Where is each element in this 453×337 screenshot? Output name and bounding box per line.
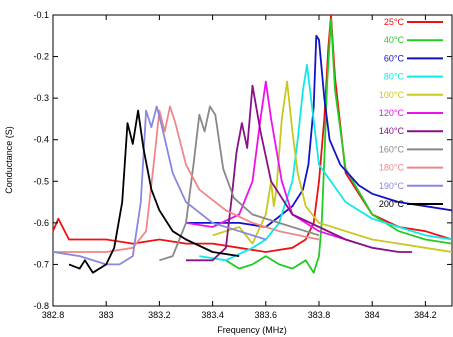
tick-layer: 382.8 383 383.2 383.4 383.6 383.8 384 384.2 -0.8… xyxy=(33,10,452,320)
x-tick-label: 384.2 xyxy=(414,310,437,320)
legend-label: 200°C xyxy=(379,199,405,209)
y-axis-title: Conductance (S) xyxy=(4,126,14,194)
series-line-9 xyxy=(52,105,267,266)
y-tick-label: -0.8 xyxy=(33,301,49,311)
series-line-10 xyxy=(68,109,240,274)
x-tick-label: 383 xyxy=(99,310,114,320)
x-tick-label: 384 xyxy=(365,310,380,320)
series-line-4 xyxy=(212,80,453,253)
y-tick-label: -0.1 xyxy=(33,10,49,20)
legend-label: 60°C xyxy=(384,53,405,63)
legend-label: 100°C xyxy=(379,90,405,100)
legend-label: 180°C xyxy=(379,163,405,173)
legend-label: 25°C xyxy=(384,17,405,27)
legend-label: 80°C xyxy=(384,72,405,82)
y-tick-label: -0.5 xyxy=(33,176,49,186)
legend-label: 160°C xyxy=(379,144,405,154)
series-line-8 xyxy=(53,105,320,253)
x-tick-label: 382.8 xyxy=(42,310,65,320)
y-tick-label: -0.6 xyxy=(33,218,49,228)
series-line-7 xyxy=(159,105,320,262)
series-line-1 xyxy=(225,18,453,274)
legend-label: 120°C xyxy=(379,108,405,118)
x-tick-label: 383.2 xyxy=(148,310,171,320)
plot-frame xyxy=(52,14,453,307)
x-axis-title: Frequency (MHz) xyxy=(217,325,287,335)
series-line-5 xyxy=(185,80,373,249)
legend-label: 190°C xyxy=(379,181,405,191)
x-tick-label: 383.8 xyxy=(308,310,331,320)
series-line-6 xyxy=(186,84,413,262)
y-tick-label: -0.3 xyxy=(33,93,49,103)
series-line-3 xyxy=(199,64,453,262)
x-tick-label: 383.6 xyxy=(255,310,278,320)
y-tick-label: -0.4 xyxy=(33,135,49,145)
series-line-0 xyxy=(52,14,453,253)
y-tick-label: -0.7 xyxy=(33,259,49,269)
legend-label: 140°C xyxy=(379,126,405,136)
x-tick-label: 383.4 xyxy=(201,310,224,320)
series-layer xyxy=(52,14,453,274)
legend: 25°C 40°C 60°C 80°C 100°C 120°C 140°C 160°C 180°… xyxy=(379,17,443,209)
legend-label: 40°C xyxy=(384,35,405,45)
y-tick-label: -0.2 xyxy=(33,52,49,62)
